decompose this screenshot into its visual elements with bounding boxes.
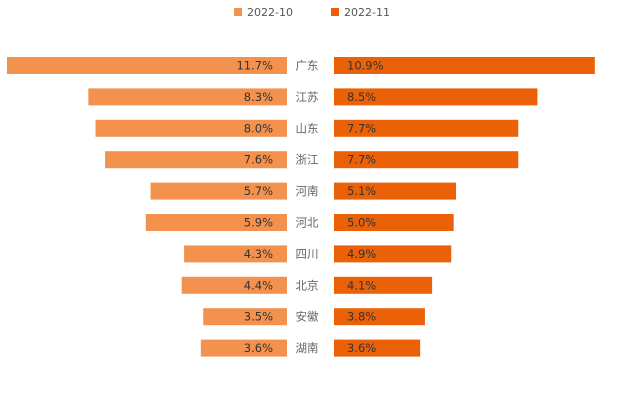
- bar-2022-11-安徽: [334, 308, 425, 326]
- data-label-2022-11-广东: 10.9%: [347, 59, 384, 73]
- data-label-2022-10-四川: 4.3%: [244, 247, 273, 261]
- data-label-2022-11-江苏: 8.5%: [347, 90, 376, 104]
- category-label-广东: 广东: [296, 59, 319, 73]
- data-label-2022-10-北京: 4.4%: [244, 278, 273, 292]
- bar-2022-11-河北: [334, 214, 454, 231]
- bar-2022-10-河北: [145, 214, 287, 231]
- legend-swatch-2022-10[interactable]: [234, 8, 242, 16]
- category-label-浙江: 浙江: [296, 153, 319, 167]
- data-label-2022-10-安徽: 3.5%: [244, 310, 273, 324]
- category-label-河北: 河北: [296, 216, 319, 230]
- bar-2022-11-浙江: [334, 151, 519, 169]
- bar-2022-10-广东: [7, 57, 287, 74]
- legend-swatch-2022-11[interactable]: [331, 8, 339, 16]
- bar-2022-10-河南: [150, 182, 287, 200]
- chart-labels: 11.7% 10.9% 广东 8.3% 8.5% 江苏 8.0% 7.7% 山东 7.6% 7.7%…: [236, 59, 383, 356]
- data-label-2022-11-湖南: 3.6%: [347, 341, 376, 355]
- category-label-湖南: 湖南: [296, 341, 319, 355]
- data-label-2022-11-四川: 4.9%: [347, 247, 376, 261]
- bar-2022-11-河南: [334, 182, 457, 200]
- chart-legend: 2022-10 2022-11: [234, 6, 390, 19]
- data-label-2022-10-河北: 5.9%: [244, 216, 273, 230]
- data-label-2022-11-浙江: 7.7%: [347, 153, 376, 167]
- data-label-2022-10-广东: 11.7%: [236, 59, 273, 73]
- data-label-2022-11-北京: 4.1%: [347, 278, 376, 292]
- legend-label-2022-10[interactable]: 2022-10: [247, 6, 293, 19]
- bar-2022-10-浙江: [105, 151, 287, 169]
- bar-2022-11-山东: [334, 119, 519, 137]
- series-2022-10-bars: [7, 57, 288, 357]
- legend-label-2022-11[interactable]: 2022-11: [344, 6, 390, 19]
- bar-2022-11-广东: [334, 57, 595, 74]
- category-label-江苏: 江苏: [296, 90, 319, 104]
- series-2022-11-bars: [334, 57, 595, 357]
- category-label-北京: 北京: [296, 278, 319, 292]
- bar-2022-10-山东: [95, 119, 288, 137]
- bar-2022-10-北京: [181, 276, 287, 294]
- data-label-2022-10-江苏: 8.3%: [244, 90, 273, 104]
- data-label-2022-10-湖南: 3.6%: [244, 341, 273, 355]
- category-label-四川: 四川: [296, 247, 319, 261]
- bar-2022-11-江苏: [334, 88, 538, 106]
- category-label-山东: 山东: [296, 121, 319, 135]
- bar-2022-11-湖南: [334, 339, 421, 357]
- bar-2022-11-北京: [334, 276, 433, 294]
- bar-2022-10-湖南: [200, 339, 287, 357]
- data-label-2022-11-山东: 7.7%: [347, 121, 376, 135]
- data-label-2022-10-浙江: 7.6%: [244, 153, 273, 167]
- bar-2022-10-江苏: [88, 88, 287, 106]
- bar-2022-11-四川: [334, 245, 452, 263]
- bar-2022-10-安徽: [203, 308, 287, 326]
- data-label-2022-11-安徽: 3.8%: [347, 310, 376, 324]
- category-label-河南: 河南: [296, 184, 319, 198]
- category-label-安徽: 安徽: [296, 310, 319, 324]
- data-label-2022-11-河北: 5.0%: [347, 216, 376, 230]
- data-label-2022-11-河南: 5.1%: [347, 184, 376, 198]
- data-label-2022-10-山东: 8.0%: [244, 121, 273, 135]
- bar-2022-10-四川: [184, 245, 287, 263]
- data-label-2022-10-河南: 5.7%: [244, 184, 273, 198]
